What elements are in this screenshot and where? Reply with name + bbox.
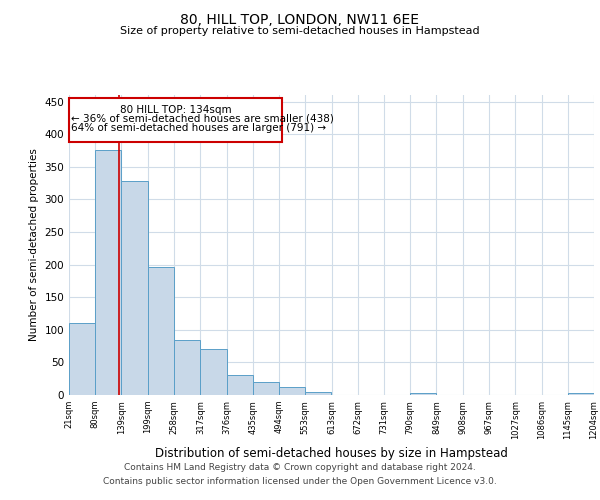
FancyBboxPatch shape [69,98,283,142]
Bar [305,392,331,395]
Bar [279,386,305,395]
Bar [148,266,174,395]
Y-axis label: Number of semi-detached properties: Number of semi-detached properties [29,148,39,342]
Text: 64% of semi-detached houses are larger (791) →: 64% of semi-detached houses are larger (… [71,123,326,133]
Bar [200,350,227,395]
Bar [69,324,95,395]
Text: 80, HILL TOP, LONDON, NW11 6EE: 80, HILL TOP, LONDON, NW11 6EE [181,12,419,26]
Text: Contains HM Land Registry data © Crown copyright and database right 2024.: Contains HM Land Registry data © Crown c… [124,464,476,472]
Bar [95,150,121,395]
Bar [121,181,148,395]
Bar [174,340,200,395]
Text: ← 36% of semi-detached houses are smaller (438): ← 36% of semi-detached houses are smalle… [71,114,334,124]
Bar [253,382,279,395]
Text: Size of property relative to semi-detached houses in Hampstead: Size of property relative to semi-detach… [120,26,480,36]
X-axis label: Distribution of semi-detached houses by size in Hampstead: Distribution of semi-detached houses by … [155,448,508,460]
Bar [227,376,253,395]
Text: Contains public sector information licensed under the Open Government Licence v3: Contains public sector information licen… [103,477,497,486]
Text: 80 HILL TOP: 134sqm: 80 HILL TOP: 134sqm [120,105,232,115]
Bar [568,393,594,395]
Bar [410,393,436,395]
